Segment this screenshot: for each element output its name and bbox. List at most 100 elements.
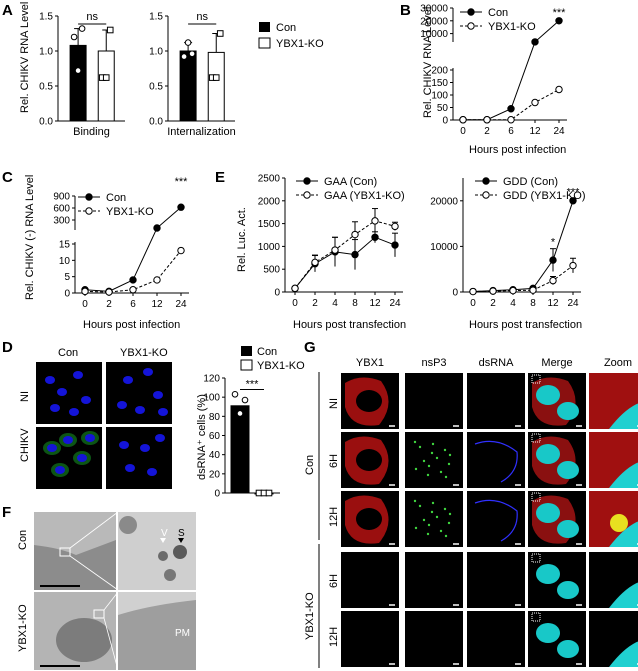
nucleus xyxy=(63,436,73,444)
y-tick-label: 20000 xyxy=(420,16,448,27)
data-point xyxy=(231,390,239,398)
g-col-header: dsRNA xyxy=(479,357,515,369)
zoom-box xyxy=(531,492,541,502)
x-tick-label: 6 xyxy=(130,299,136,310)
f-em-ko-zoomline1 xyxy=(103,591,119,611)
e-ylabel: Rel. Luc. Act. xyxy=(236,207,248,272)
x-tick-label: 0 xyxy=(460,126,466,137)
g-tile xyxy=(405,491,463,547)
data-point xyxy=(106,26,114,34)
nucleus-void xyxy=(356,390,382,412)
panel-label-c: C xyxy=(2,169,13,186)
legend-label: YBX1-KO xyxy=(488,21,536,33)
legend-label: Con xyxy=(488,7,508,19)
g-tile xyxy=(405,552,463,608)
y-tick-label: 0 xyxy=(64,289,70,300)
chart-a-internalization: 0.0 0.5 1.0 1.5 ns Internalization xyxy=(149,11,236,138)
nucleus-void xyxy=(356,449,382,471)
nsp3-puncta xyxy=(422,518,426,522)
chart-d: 0 20 40 60 80 100 120 *** xyxy=(203,374,280,500)
f-label-v: V xyxy=(161,528,168,539)
f-em-ko-zoomline2 xyxy=(103,617,119,671)
sig-label: *** xyxy=(175,176,189,188)
a-ylabel: Rel. CHIKV RNA Level xyxy=(19,2,31,113)
g-tile xyxy=(341,552,399,608)
legend-marker xyxy=(467,8,475,16)
merge-nucleus xyxy=(536,623,560,643)
nucleus xyxy=(140,444,150,452)
d-legend-label-con: Con xyxy=(257,346,277,358)
data-point xyxy=(509,286,517,295)
data-point xyxy=(549,276,557,285)
legend-marker xyxy=(467,22,475,30)
x-tick-label: 12 xyxy=(529,126,541,137)
y-tick-label: 100 xyxy=(431,91,448,102)
nucleus xyxy=(73,371,83,379)
f-label-s: S xyxy=(178,528,185,539)
nsp3-puncta xyxy=(447,521,451,525)
legend-label: Con xyxy=(106,192,126,204)
g-tile xyxy=(467,611,525,667)
bar-con xyxy=(179,50,197,122)
y-tick-label: 50 xyxy=(437,103,449,114)
x-tick-label: 2 xyxy=(490,298,496,309)
f-em-con-zoomline1 xyxy=(69,511,119,549)
data-point xyxy=(555,85,563,94)
data-point xyxy=(371,217,379,225)
y-tick-label: 100 xyxy=(203,393,220,404)
d-nuclei xyxy=(43,368,168,477)
nucleus xyxy=(123,376,133,384)
y-tick-label: 0 xyxy=(442,116,448,127)
f-em-con-zoomline2 xyxy=(69,555,119,591)
b-xlabel: Hours post infection xyxy=(469,144,566,156)
nsp3-puncta xyxy=(418,445,422,449)
bar-ko xyxy=(97,50,115,122)
y-tick-label: 200 xyxy=(431,66,448,77)
nucleus xyxy=(77,454,87,462)
y-tick-label: 40 xyxy=(209,450,221,461)
x-tick-label: 0 xyxy=(470,298,476,309)
x-tick-label: 24 xyxy=(567,298,579,309)
x-tick-label: 4 xyxy=(510,298,516,309)
f-virion xyxy=(158,551,168,561)
f-virus-particle xyxy=(119,516,137,534)
merge-nucleus xyxy=(557,640,579,658)
bar-ko xyxy=(207,51,225,122)
g-tile xyxy=(405,432,463,488)
zoom-nucleus xyxy=(609,403,638,429)
sig-label: *** xyxy=(246,379,260,391)
sig-label: ns xyxy=(196,11,208,23)
y-tick-label: 10 xyxy=(59,256,71,267)
panel-b: Rel. CHIKV RNA Level 0501001502001000020… xyxy=(420,4,567,156)
data-point xyxy=(569,197,577,205)
series-line-1 xyxy=(472,265,574,293)
data-point xyxy=(489,287,497,295)
y-tick-label: 1.5 xyxy=(149,12,163,23)
y-tick-label: 2500 xyxy=(258,174,281,185)
zoom-box xyxy=(531,612,541,622)
g-tile xyxy=(467,491,525,547)
nucleus xyxy=(135,406,145,414)
nsp3-puncta xyxy=(430,510,434,514)
d-row-chikv: CHIKV xyxy=(19,428,31,462)
data-point xyxy=(78,25,86,32)
y-tick-label: 300 xyxy=(53,216,70,227)
nucleus xyxy=(155,434,165,442)
merge-nucleus xyxy=(557,402,579,420)
series-line-1 xyxy=(84,250,182,293)
c-ylabel: Rel. CHIKV (-) RNA Level xyxy=(24,175,36,300)
nucleus xyxy=(119,441,129,449)
data-point xyxy=(549,256,557,264)
nsp3-puncta xyxy=(422,459,426,463)
bar-con xyxy=(230,405,250,494)
data-point xyxy=(153,224,161,232)
legend-label: GDD (YBX1-KO) xyxy=(503,190,586,202)
panel-label-b: B xyxy=(400,2,411,19)
g-row-label: 6H xyxy=(328,574,340,588)
legend-swatch-con xyxy=(259,22,270,32)
nucleus xyxy=(143,368,153,376)
data-point xyxy=(291,284,299,293)
data-point xyxy=(371,233,379,241)
